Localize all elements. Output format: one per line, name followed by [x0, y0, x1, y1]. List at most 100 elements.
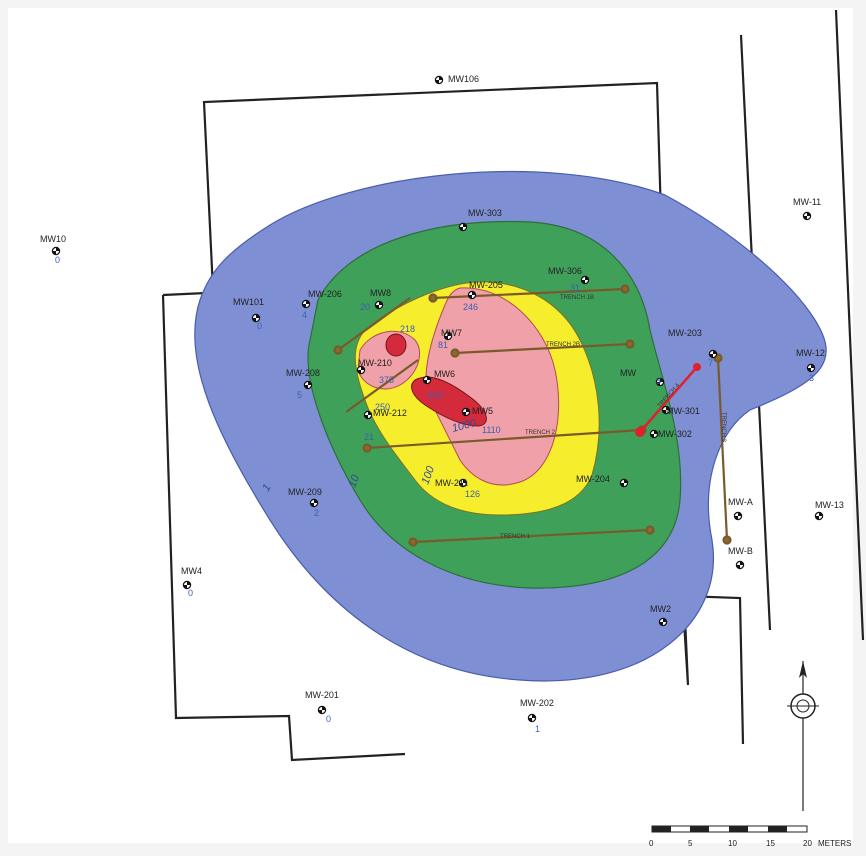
well-value: 3 — [809, 373, 814, 383]
well-mw209: MW-209 2 — [288, 487, 322, 518]
trench-label-2b: TRENCH 2B — [546, 342, 580, 348]
well-symbol-icon — [735, 560, 745, 570]
sample-value-2: 375 — [379, 375, 394, 385]
well-mw306: MW-306 31 — [548, 266, 590, 293]
well-label: MW-205 — [469, 280, 503, 290]
well-mw303: MW-303 — [458, 208, 502, 232]
trench-west-lower — [345, 359, 419, 413]
well-symbol-icon — [251, 313, 261, 323]
well-mw2: MW2 — [650, 604, 671, 627]
well-value: 0 — [188, 588, 193, 598]
well-mw201: MW-201 0 — [305, 690, 339, 724]
well-label: MW-202 — [520, 698, 554, 708]
well-mw206: MW-206 4 — [301, 289, 342, 320]
scale-seg-4 — [768, 826, 787, 832]
trench-3-end-b — [722, 535, 732, 545]
well-label: MW-211 — [435, 478, 468, 488]
well-label: MW-208 — [286, 368, 320, 378]
well-mw13: MW-13 — [814, 500, 844, 521]
trench-2b-end-b — [625, 339, 635, 349]
sample-value-3: 250 — [375, 402, 390, 412]
well-value: 20 — [360, 302, 370, 312]
well-symbol-icon — [527, 713, 537, 723]
well-symbol-icon — [806, 363, 816, 373]
well-mw212: MW-212 21 — [363, 408, 407, 442]
well-label: MW-209 — [288, 487, 322, 497]
well-mw208: MW-208 5 — [286, 368, 320, 400]
well-mw301: MW-301 — [661, 405, 700, 416]
trenches — [333, 284, 732, 547]
well-mw204: MW-204 — [576, 474, 629, 488]
well-symbol-icon — [182, 580, 192, 590]
well-label: MW — [620, 368, 636, 378]
well-label: MW-203 — [668, 328, 702, 338]
well-symbol-icon — [814, 511, 824, 521]
scale-tick-15: 15 — [766, 839, 775, 848]
north-arrow-icon — [787, 661, 819, 811]
lower-boundary — [161, 294, 406, 762]
trench-label-3: TRENCH 3 — [720, 412, 726, 443]
monitoring-wells: MW106MW-303MW-11MW100MW1010MW-2064MW820M… — [40, 74, 844, 734]
well-symbol-icon — [708, 349, 718, 359]
well-label: MW-302 — [658, 429, 692, 439]
trench-label-2: TRENCH 2 — [525, 430, 556, 436]
well-label: MW-301 — [666, 406, 700, 416]
building-boundary — [202, 81, 664, 291]
well-symbol-icon — [655, 377, 665, 387]
well-label: MW-212 — [373, 408, 407, 418]
well-label: MW2 — [650, 604, 671, 614]
well-label: MW-303 — [468, 208, 502, 218]
scale-tick-0: 0 — [649, 839, 654, 848]
well-symbol-icon — [434, 75, 444, 85]
well-symbol-icon — [443, 331, 453, 341]
well-symbol-icon — [51, 246, 61, 256]
well-value: 1 — [535, 724, 540, 734]
well-value: 5 — [297, 390, 302, 400]
well-value: 1110 — [482, 425, 501, 435]
well-mw: MW 3 — [620, 368, 665, 387]
trench-2b-end-a — [450, 348, 460, 358]
well-symbol-icon — [733, 511, 743, 521]
well-symbol-icon — [301, 299, 311, 309]
trench-1 — [412, 528, 651, 544]
well-mwb: MW-B — [728, 546, 753, 570]
trench-label-1b: TRENCH 1B — [560, 295, 594, 301]
well-value: 81 — [438, 340, 448, 350]
well-mwa: MW-A — [728, 497, 753, 521]
contour-label-1: 1 — [260, 482, 273, 493]
contour-plume — [194, 170, 827, 682]
well-mw101: MW101 0 — [233, 297, 264, 331]
trench-west-upper — [337, 297, 411, 351]
well-label: MW-B — [728, 546, 753, 556]
well-mw10: MW10 0 — [40, 234, 66, 265]
well-label: MW-13 — [815, 500, 844, 510]
trench-2 — [366, 428, 643, 450]
well-mw12: MW-12 3 — [796, 348, 825, 383]
well-mw302: MW-302 — [649, 429, 692, 439]
scale-tick-20: 20 — [803, 839, 812, 848]
well-symbol-icon — [317, 705, 327, 715]
scale-seg-3 — [729, 826, 748, 832]
well-mw11: MW-11 — [793, 197, 821, 221]
red-end-a — [635, 427, 645, 437]
well-symbol-icon — [467, 290, 477, 300]
well-label: MW106 — [448, 74, 479, 84]
contour-1000 — [425, 287, 560, 486]
well-value: 126 — [465, 489, 480, 499]
well-label: MW-210 — [358, 358, 392, 368]
trench-3 — [716, 357, 729, 541]
well-mw5: MW5 1110 — [461, 406, 501, 435]
well-label: MW-206 — [308, 289, 342, 299]
well-label: MW-A — [728, 497, 753, 507]
trench-2-end-a — [362, 443, 372, 453]
well-mw6: MW6 — [422, 369, 455, 385]
trench-1b-end-b — [620, 284, 630, 294]
well-symbol-icon — [356, 365, 366, 375]
well-mw4: MW4 0 — [181, 566, 202, 598]
well-symbol-icon — [458, 478, 468, 488]
scale-unit: METERS — [818, 839, 851, 848]
trench-label-1: TRENCH 1 — [500, 534, 531, 540]
well-label: MW5 — [472, 406, 493, 416]
